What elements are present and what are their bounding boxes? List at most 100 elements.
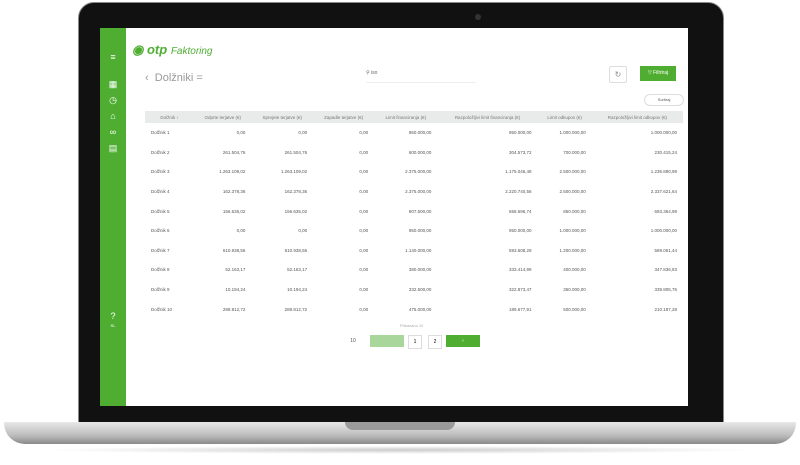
back-icon[interactable]: ‹ [145,72,152,84]
logo: ◉ otp Faktoring [132,42,213,57]
table-cell: 289.812,72 [222,306,246,312]
clock-icon[interactable]: ◷ [109,95,117,105]
table-row[interactable]: Dolžnik 8 52.163,17 52.163,17 0,00 380.000,0… [145,260,683,280]
help-icon[interactable]: ? [110,311,116,321]
table-cell: 10.194,24 [287,287,308,293]
search-input[interactable]: ⚲ iso [366,70,476,83]
table-cell: Dolžnik 7 [151,247,170,253]
table-cell: 1.000.000,00 [650,228,677,234]
column-header[interactable]: Limit odkupov (€) [537,111,592,123]
column-header[interactable]: Dolžnik ↑ [145,111,195,123]
table-row[interactable]: Dolžnik 4 162.378,36 162.378,36 0,00 2.375.0… [145,182,683,202]
table-cell: 162.378,36 [222,189,246,195]
table-cell: 475.000,00 [408,306,432,312]
table-cell: 2.375.000,00 [405,169,432,175]
table-cell: 350.000,00 [563,287,586,293]
table-cell: 0,00 [359,149,369,155]
next-button[interactable]: › [446,335,480,347]
table-cell: 0,00 [359,189,369,195]
table-cell: 700.000,00 [563,149,586,155]
column-header[interactable]: Razpoložljivi limit financiranja (€) [437,111,538,123]
table-cell: 332.500,00 [408,287,432,293]
table-cell: 304.573,72 [508,149,532,155]
table-cell: 0,00 [236,228,246,234]
table-cell: 1.263.109,02 [280,169,308,175]
table-row[interactable]: Dolžnik 3 1.263.109,02 1.263.109,02 0,00 2.3… [145,162,683,182]
table-row[interactable]: Dolžnik 5 156.635,02 156.635,02 0,00 807.500… [145,201,683,221]
table-cell: 950.000,00 [408,228,432,234]
table-cell: 2.220.740,56 [505,189,532,195]
table-cell: 1.140.000,00 [405,247,432,253]
camera [475,14,481,20]
table-row[interactable]: Dolžnik 6 0,00 0,00 0,00 950.000,00 950.000,0… [145,221,683,241]
page-title: ‹ Dolžniki = [145,72,203,84]
list-icon[interactable]: = [196,72,203,84]
table-cell: 950.000,00 [508,130,532,136]
table-cell: 261.504,76 [284,149,308,155]
table-row[interactable]: Dolžnik 10 289.812,72 289.812,72 0,00 475.00… [145,299,683,319]
app-screen: ≡ ▦ ◷ ⌂ ∞ ▤ ? SL ◉ otp Faktoring ‹ Dolžn… [100,28,688,406]
page-1[interactable]: 1 [408,335,422,349]
dashboard-icon[interactable]: ▦ [108,79,118,89]
table-cell: 600.000,00 [408,149,432,155]
table-cell: 658.696,74 [508,208,532,214]
table-cell: 610.938,56 [284,247,308,253]
page-size-select[interactable]: 10 [350,338,356,344]
table-cell: Dolžnik 4 [151,189,170,195]
table-row[interactable]: Dolžnik 9 10.194,24 10.194,24 0,00 332.500,0… [145,280,683,300]
table-cell: 156.635,02 [284,208,308,214]
laptop-shadow [40,446,760,454]
table-row[interactable]: Dolžnik 2 261.504,76 261.504,76 0,00 600.000… [145,143,683,163]
menu-icon[interactable]: ≡ [110,52,116,62]
table-cell: Dolžnik 5 [151,208,170,214]
table-cell: 1.263.109,02 [219,169,246,175]
laptop-base [4,422,796,444]
table-cell: Dolžnik 9 [151,287,170,293]
table-cell: 400.000,00 [563,267,586,273]
page-2[interactable]: 2 [428,335,442,349]
table-row[interactable]: Dolžnik 1 0,00 0,00 0,00 950.000,00 950.000,0… [145,123,683,143]
sidebar: ≡ ▦ ◷ ⌂ ∞ ▤ ? SL [100,28,126,406]
table-cell: 52.163,17 [287,267,308,273]
table-cell: Dolžnik 8 [151,267,170,273]
table-cell: 347.836,83 [654,267,677,273]
sort-button[interactable]: Sortiraj [644,94,684,106]
prev-button[interactable] [370,335,404,347]
column-header[interactable]: Razpoložljivi limit odkupov (€) [591,111,683,123]
table-cell: 339.805,76 [654,287,677,293]
column-header[interactable]: Limit financiranja (€) [374,111,438,123]
column-header[interactable]: Zapadle terjatve (€) [313,111,375,123]
table-cell: 1.000.000,00 [559,130,586,136]
table-cell: 322.873,47 [508,287,532,293]
table-cell: 230.415,24 [654,149,677,155]
search-icon: ⚲ [366,70,370,76]
column-header[interactable]: Odprte terjatve (€) [194,111,252,123]
table-cell: Dolžnik 10 [151,306,173,312]
table-cell: 693.364,98 [654,208,677,214]
document-icon[interactable]: ▤ [108,143,118,153]
table-cell: 162.378,36 [284,189,308,195]
language-label[interactable]: SL [110,323,116,328]
table-cell: 2.337.621,64 [650,189,677,195]
table-cell: 156.635,02 [222,208,246,214]
table-cell: 950.000,00 [408,130,432,136]
table-cell: Dolžnik 3 [151,169,170,175]
refresh-button[interactable]: ↻ [609,66,627,83]
link-icon[interactable]: ∞ [109,127,117,137]
table-cell: 500.000,00 [563,306,586,312]
table-cell: 0,00 [359,228,369,234]
inbox-icon[interactable]: ⌂ [110,111,116,121]
table-cell: 210.187,28 [654,306,677,312]
table-row[interactable]: Dolžnik 7 610.938,56 610.938,56 0,00 1.140.0… [145,241,683,261]
table-cell: 1.000.000,00 [650,130,677,136]
filter-button[interactable]: ▽ Filtriraj [640,66,676,81]
table-cell: 1.000.000,00 [559,228,586,234]
table-cell: Dolžnik 6 [151,228,170,234]
table-cell: 589.061,44 [654,247,677,253]
laptop-notch [345,422,455,430]
table-cell: 52.163,17 [225,267,246,273]
table-cell: 0,00 [359,169,369,175]
column-header[interactable]: Sprejete terjatve (€) [251,111,314,123]
table-cell: 950.000,00 [508,228,532,234]
table-cell: 610.938,56 [222,247,246,253]
